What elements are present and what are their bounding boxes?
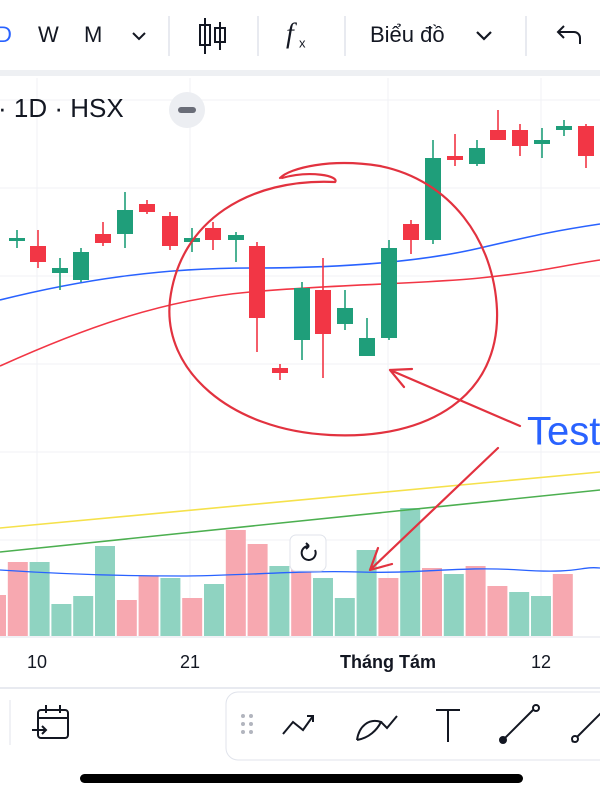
volume-bars xyxy=(0,508,573,636)
line-tool[interactable] xyxy=(502,709,534,741)
interval-m[interactable]: M xyxy=(84,22,102,47)
volume-bar xyxy=(531,596,551,636)
volume-bar xyxy=(225,530,246,636)
candle-body xyxy=(139,204,155,212)
candle-body xyxy=(447,156,463,160)
candle-body xyxy=(228,235,244,240)
volume-bar xyxy=(29,562,50,636)
interval-w[interactable]: W xyxy=(38,22,59,47)
toolbar-divider xyxy=(0,70,600,76)
candle-body xyxy=(556,126,572,130)
candlesticks xyxy=(9,110,594,380)
arrow-drawing xyxy=(368,446,500,572)
volume-bar xyxy=(116,600,137,636)
volume-bar xyxy=(95,546,115,636)
volume-bar xyxy=(204,584,224,636)
trend-tool[interactable] xyxy=(282,715,314,735)
volume-bar xyxy=(422,568,442,636)
drag-handle[interactable] xyxy=(241,714,253,734)
arrow-drawing xyxy=(388,367,522,428)
volume-bar xyxy=(7,562,28,636)
undo-button[interactable] xyxy=(556,25,581,44)
chart-menu-chevron[interactable] xyxy=(476,31,492,41)
volume-bar xyxy=(334,598,355,636)
reset-icon xyxy=(300,542,317,561)
volume-ma xyxy=(0,567,600,577)
text-tool[interactable] xyxy=(436,709,460,742)
top-toolbar: D W M f x Biểu đồ xyxy=(0,16,581,56)
volume-bar xyxy=(73,596,94,636)
candle-body xyxy=(337,308,353,324)
volume-bar xyxy=(465,566,486,636)
volume-bar xyxy=(269,566,290,636)
candle-type-icon[interactable] xyxy=(199,18,226,54)
candle-body xyxy=(205,228,221,240)
date-range-button[interactable] xyxy=(32,705,69,739)
x-label: 21 xyxy=(180,652,200,672)
volume-bar xyxy=(138,576,159,636)
home-indicator xyxy=(80,774,523,783)
ma-red xyxy=(0,259,600,367)
collapse-icon xyxy=(178,107,196,113)
candle-body xyxy=(359,338,375,356)
volume-bar xyxy=(313,578,333,636)
x-label: 10 xyxy=(27,652,47,672)
candle-body xyxy=(162,216,178,246)
candle-body xyxy=(73,252,89,280)
reset-button[interactable] xyxy=(289,534,327,572)
candle-body xyxy=(9,238,25,241)
ma-yellow xyxy=(0,471,600,529)
candle-body xyxy=(512,130,528,146)
candle-body xyxy=(294,288,310,340)
volume-bar xyxy=(247,544,268,636)
volume-bar xyxy=(487,586,508,636)
candle-body xyxy=(249,246,265,318)
symbol-label: · 1D · HSX xyxy=(0,93,124,123)
volume-bar xyxy=(378,578,399,636)
annotation-text: Test xyxy=(527,410,600,454)
indicators-icon[interactable]: f xyxy=(286,18,297,49)
candle-body xyxy=(490,130,506,140)
interval-chevron[interactable] xyxy=(132,32,146,41)
moving-averages xyxy=(0,223,600,577)
volume-bar xyxy=(552,574,573,636)
chart-menu[interactable]: Biểu đồ xyxy=(370,22,445,47)
candle-body xyxy=(425,158,441,240)
candle-body xyxy=(117,210,133,234)
drawing-tools-panel xyxy=(225,691,600,761)
candle-body xyxy=(469,148,485,164)
volume-bar xyxy=(443,574,464,636)
candle-body xyxy=(578,126,594,156)
drawing xyxy=(168,162,522,572)
volume-bar xyxy=(51,604,72,636)
candle-body xyxy=(52,268,68,273)
x-label: 12 xyxy=(531,652,551,672)
chart-grid xyxy=(0,78,600,636)
candle-body xyxy=(534,140,550,144)
volume-bar xyxy=(160,578,181,636)
circle-drawing xyxy=(168,162,499,437)
volume-bar xyxy=(182,598,203,636)
candle-body xyxy=(272,368,288,373)
volume-bar xyxy=(509,592,530,636)
candle-body xyxy=(95,234,111,243)
candle-body xyxy=(403,224,419,240)
interval-d[interactable]: D xyxy=(0,22,12,47)
candle-body xyxy=(30,246,46,262)
indicators-icon-x: x xyxy=(299,35,306,50)
volume-bar xyxy=(0,595,6,636)
brush-tool[interactable] xyxy=(356,715,398,741)
ma-green xyxy=(0,489,600,553)
candle-body xyxy=(381,248,397,338)
ma-blue xyxy=(0,223,600,301)
x-label: Tháng Tám xyxy=(340,652,436,672)
candle-body xyxy=(315,290,331,334)
